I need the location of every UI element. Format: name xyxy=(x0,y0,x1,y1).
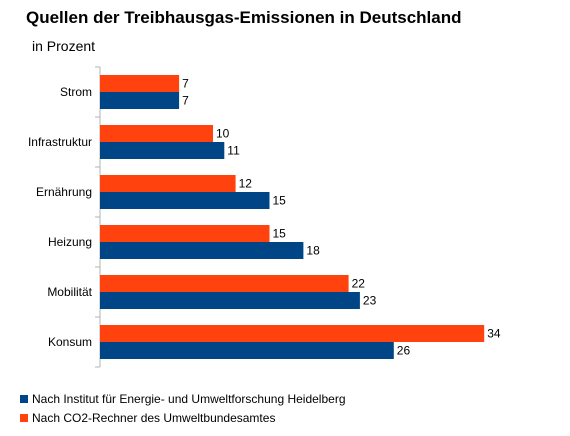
data-label: 22 xyxy=(352,277,366,291)
data-label: 12 xyxy=(239,177,253,191)
data-label: 26 xyxy=(397,344,411,358)
data-label: 7 xyxy=(182,77,189,91)
category-label: Ernährung xyxy=(36,185,92,199)
category-label: Konsum xyxy=(48,335,92,349)
bar-ifeu xyxy=(100,242,304,259)
bar-ifeu xyxy=(100,342,394,359)
category-label: Mobilität xyxy=(47,285,92,299)
bar-uba xyxy=(100,75,180,92)
data-label: 11 xyxy=(227,144,240,158)
data-label: 18 xyxy=(306,244,320,258)
bar-ifeu xyxy=(100,142,225,159)
bar-uba xyxy=(100,325,485,342)
legend-label-uba: Nach CO2-Rechner des Umweltbundesamtes xyxy=(32,411,276,425)
category-label: Infrastruktur xyxy=(28,135,92,149)
data-label: 15 xyxy=(273,194,287,208)
bar-ifeu xyxy=(100,292,360,309)
bar-ifeu xyxy=(100,192,270,209)
legend-label-ifeu: Nach Institut für Energie- und Umweltfor… xyxy=(32,392,346,406)
legend-item-ifeu: Nach Institut für Energie- und Umweltfor… xyxy=(20,392,346,406)
legend-swatch-uba xyxy=(20,414,28,422)
bar-uba xyxy=(100,125,213,142)
bar-uba xyxy=(100,175,236,192)
data-label: 7 xyxy=(182,94,189,108)
legend-item-uba: Nach CO2-Rechner des Umweltbundesamtes xyxy=(20,411,275,425)
bar-uba xyxy=(100,275,349,292)
bar-uba xyxy=(100,225,270,242)
data-label: 10 xyxy=(216,127,230,141)
data-label: 34 xyxy=(487,327,501,341)
legend-swatch-ifeu xyxy=(20,395,28,403)
chart-subtitle: in Prozent xyxy=(32,38,96,54)
data-label: 15 xyxy=(273,227,287,241)
data-label: 23 xyxy=(363,294,377,308)
category-label: Strom xyxy=(60,85,92,99)
bar-ifeu xyxy=(100,92,180,109)
chart-title: Quellen der Treibhausgas-Emissionen in D… xyxy=(26,8,462,27)
category-label: Heizung xyxy=(48,235,92,249)
